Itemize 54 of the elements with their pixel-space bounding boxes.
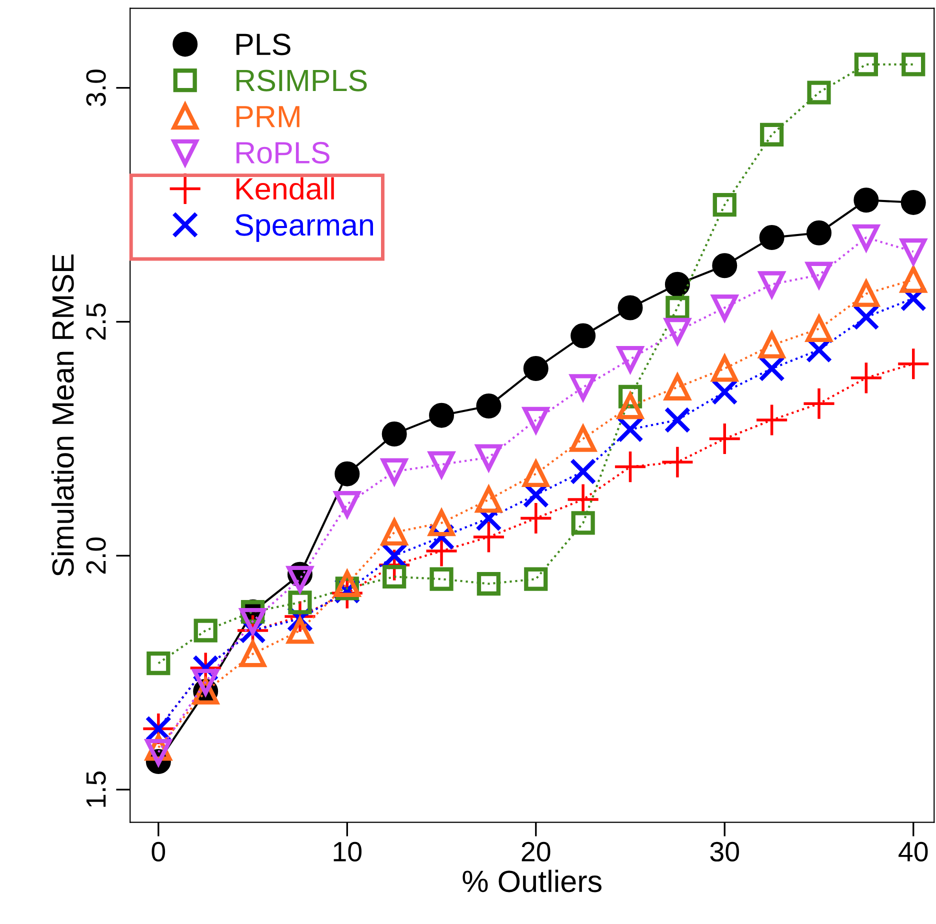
point [520,502,552,534]
point [712,253,738,278]
point [473,522,504,552]
point [664,406,691,434]
point [430,567,454,591]
point [898,348,929,380]
point [804,388,834,419]
point [806,220,832,246]
point [476,393,502,418]
point [570,323,596,348]
point [476,572,501,596]
point [523,356,548,382]
x-tick-label: 0 [152,842,166,862]
y-tick-label: 3.0 [86,70,106,106]
point [288,590,312,614]
point [614,452,646,482]
legend-label: RoPLS [236,142,330,164]
point [429,402,454,428]
point [570,458,596,485]
point [571,511,595,535]
x-axis-title: % Outliers [462,870,602,892]
legend-label: Spearman [235,214,373,242]
point [756,404,788,436]
point [709,423,740,454]
x-tick-label: 10 [334,842,362,862]
legend-label: Kendall [236,177,334,200]
y-tick-label: 2.0 [86,537,106,574]
x-tick-label: 30 [710,842,739,862]
point [807,80,831,104]
point [759,225,784,250]
x-tick-label: 40 [898,842,928,862]
point [662,446,693,478]
point [666,296,690,320]
y-tick-label: 2.5 [86,304,106,340]
point [146,651,170,676]
point [712,193,736,217]
point [382,422,407,447]
legend-label: PLS [236,34,290,56]
point [902,52,926,76]
x-tick-label: 20 [522,842,550,862]
point [524,567,548,591]
y-axis-title: Simulation Mean RMSE [51,254,74,576]
point [618,295,643,320]
point [900,190,926,215]
legend-label: PRM [236,106,300,128]
point [850,362,882,394]
legend-label: RSIMPLS [236,70,367,92]
point [664,272,690,297]
point [194,618,218,642]
point [854,52,878,76]
point [854,188,879,213]
point [334,461,360,486]
y-tick-label: 1.5 [86,771,106,807]
point [760,122,784,146]
